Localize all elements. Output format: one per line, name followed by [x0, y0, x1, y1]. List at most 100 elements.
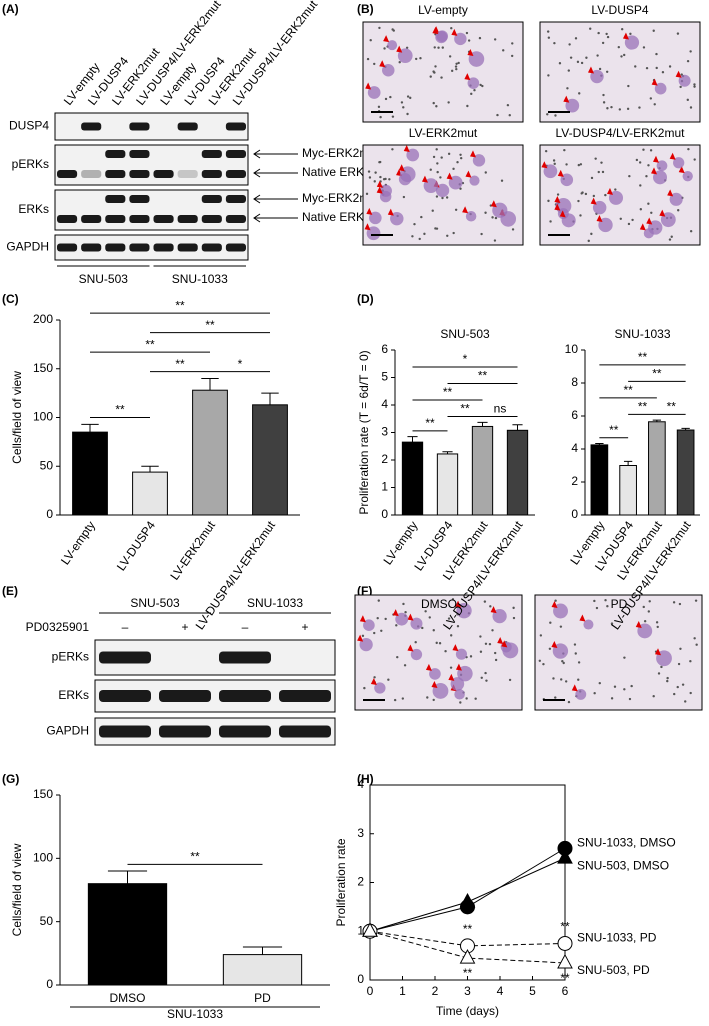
blot-band [201, 150, 222, 158]
pore [432, 629, 435, 632]
pore [686, 59, 690, 63]
chart-title: SNU-1033 [614, 327, 670, 341]
pore [512, 616, 516, 620]
panel-letter: (G) [2, 772, 19, 786]
pore [402, 602, 405, 606]
pore [606, 604, 609, 608]
pore [361, 634, 365, 638]
blot-band [129, 243, 150, 252]
pore [579, 163, 583, 166]
pore [657, 672, 661, 675]
error-bar [242, 946, 283, 955]
cell [429, 668, 441, 680]
y-axis-label: Cells/field of view [10, 843, 24, 936]
marker [362, 922, 378, 937]
pore [485, 679, 488, 682]
arrowhead [554, 195, 561, 203]
error-bar [442, 451, 453, 454]
pore [441, 46, 444, 49]
blot-band [177, 170, 198, 178]
pore [449, 666, 453, 669]
pore [577, 678, 580, 681]
pore [652, 29, 655, 32]
series-line [369, 930, 566, 964]
cell [374, 682, 386, 694]
pore [652, 695, 655, 698]
pore [459, 701, 462, 704]
blot-band [99, 651, 151, 664]
y-tick-label: 3 [381, 425, 388, 439]
pore [445, 196, 449, 199]
pore [623, 656, 626, 659]
pore [677, 209, 680, 212]
image-label: LV-empty [418, 3, 468, 17]
pore [444, 649, 447, 653]
image-label: LV-DUSP4/LV-ERK2mut [556, 126, 686, 140]
arrowhead [563, 95, 570, 103]
pore [484, 671, 487, 675]
pore [623, 688, 626, 691]
pore [424, 610, 427, 613]
pore [579, 214, 582, 217]
blot-band [225, 122, 246, 131]
pore [432, 70, 435, 73]
significance-label: ** [443, 385, 453, 399]
pore [502, 49, 505, 52]
pore [693, 158, 696, 161]
pore [593, 599, 596, 603]
arrowhead [667, 189, 674, 197]
pore [466, 104, 469, 108]
pore [377, 599, 380, 602]
arrowhead [635, 620, 642, 628]
pore [695, 643, 698, 646]
blot-band [279, 725, 331, 738]
treatment-sign: + [181, 620, 188, 634]
arrowhead [451, 28, 458, 36]
pore [387, 678, 390, 681]
bar [132, 471, 168, 516]
pore [441, 196, 444, 200]
arrowhead [379, 60, 386, 68]
arrowhead [622, 32, 629, 40]
pore [655, 66, 658, 70]
pore [494, 216, 498, 220]
panel-letter: (D) [357, 292, 374, 306]
pore [553, 41, 556, 45]
bar [676, 429, 695, 516]
pore [554, 114, 557, 117]
pore [395, 624, 398, 627]
bar [192, 389, 228, 516]
pore [668, 65, 672, 68]
pore [642, 605, 645, 609]
treatment-label: PD0325901 [26, 620, 90, 634]
pore [484, 171, 487, 174]
pore [554, 599, 557, 602]
arrowhead [357, 634, 364, 642]
pore [602, 93, 605, 97]
error-bar [141, 465, 159, 473]
pore [429, 75, 432, 78]
significance-label: ** [190, 850, 200, 864]
pore [436, 170, 439, 174]
pore [653, 103, 656, 106]
arrowhead [359, 615, 366, 623]
image-label: LV-ERK2mut [409, 126, 478, 140]
pore [411, 235, 414, 238]
blot-row-label: GAPDH [6, 240, 49, 254]
y-tick-label: 6 [381, 342, 388, 356]
pore [614, 188, 617, 191]
pore [680, 73, 683, 76]
arrowhead [403, 145, 410, 153]
arrowhead [452, 644, 459, 652]
pore [553, 162, 556, 166]
pore [454, 65, 458, 68]
blot-band [201, 243, 222, 252]
pore [628, 697, 632, 701]
pore [577, 199, 580, 203]
pore [554, 696, 557, 699]
pore [491, 216, 494, 219]
significance-label: * [238, 357, 243, 371]
pore [459, 153, 462, 156]
arrowhead [490, 606, 497, 614]
blot-band [81, 122, 102, 131]
